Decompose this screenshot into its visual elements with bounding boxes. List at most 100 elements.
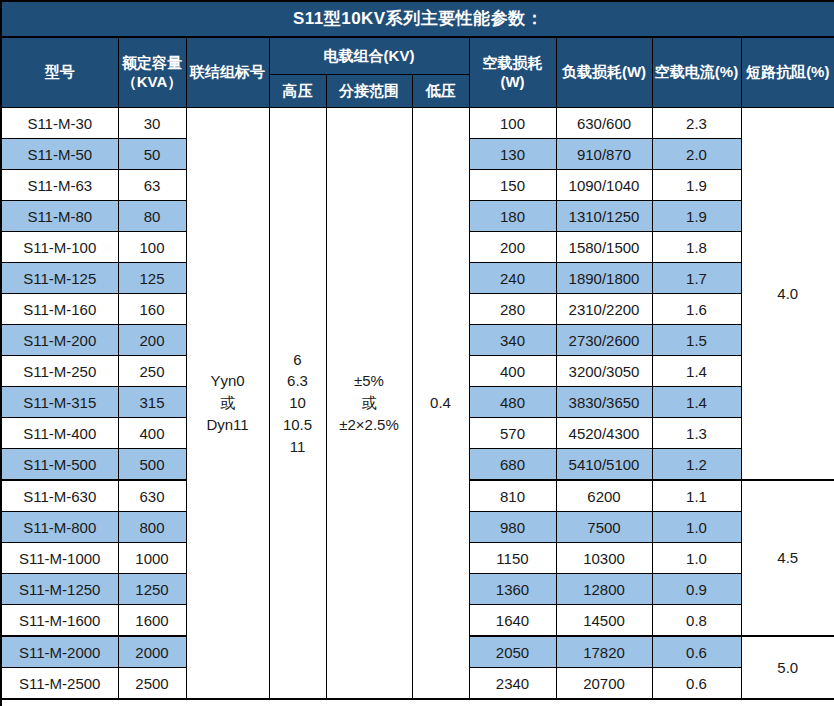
load-loss-cell: 6200 bbox=[556, 480, 652, 512]
capacity-cell: 2000 bbox=[118, 636, 186, 668]
model-cell: S11-M-315 bbox=[1, 387, 118, 418]
table-header: S11型10KV系列主要性能参数： 型号 额定容量 （KVA） 联结组标号 电载… bbox=[1, 1, 834, 108]
no-load-loss-cell: 200 bbox=[469, 232, 556, 263]
no-load-current-cell: 1.0 bbox=[652, 512, 741, 543]
load-loss-cell: 10300 bbox=[556, 543, 652, 574]
table-body: S11-M-3030Yyn0 或 Dyn116 6.3 10 10.5 11±5… bbox=[1, 108, 834, 700]
connection-group-cell: Yyn0 或 Dyn11 bbox=[186, 108, 269, 700]
load-loss-cell: 1090/1040 bbox=[556, 170, 652, 201]
no-load-loss-cell: 480 bbox=[469, 387, 556, 418]
model-cell: S11-M-2000 bbox=[1, 636, 118, 668]
model-cell: S11-M-400 bbox=[1, 418, 118, 449]
model-cell: S11-M-250 bbox=[1, 356, 118, 387]
no-load-loss-cell: 400 bbox=[469, 356, 556, 387]
capacity-cell: 630 bbox=[118, 480, 186, 512]
table-footer: 注：因产品不断改进，本样本提供的数据仅供参考；若需取得最新参数，请及时与本公司联… bbox=[1, 699, 834, 706]
model-cell: S11-M-63 bbox=[1, 170, 118, 201]
capacity-cell: 400 bbox=[118, 418, 186, 449]
model-cell: S11-M-160 bbox=[1, 294, 118, 325]
load-loss-cell: 3200/3050 bbox=[556, 356, 652, 387]
capacity-cell: 2500 bbox=[118, 668, 186, 700]
title-row: S11型10KV系列主要性能参数： bbox=[1, 1, 834, 37]
no-load-current-cell: 1.4 bbox=[652, 387, 741, 418]
no-load-current-cell: 1.5 bbox=[652, 325, 741, 356]
model-cell: S11-M-1600 bbox=[1, 605, 118, 637]
capacity-cell: 1000 bbox=[118, 543, 186, 574]
model-cell: S11-M-100 bbox=[1, 232, 118, 263]
no-load-loss-cell: 810 bbox=[469, 480, 556, 512]
page-title: S11型10KV系列主要性能参数： bbox=[1, 1, 834, 37]
model-cell: S11-M-1000 bbox=[1, 543, 118, 574]
load-loss-cell: 17820 bbox=[556, 636, 652, 668]
high-voltage-cell: 6 6.3 10 10.5 11 bbox=[269, 108, 326, 700]
capacity-cell: 800 bbox=[118, 512, 186, 543]
no-load-loss-cell: 240 bbox=[469, 263, 556, 294]
no-load-current-cell: 1.3 bbox=[652, 418, 741, 449]
no-load-current-cell: 2.3 bbox=[652, 108, 741, 139]
column-header-low-voltage: 低压 bbox=[412, 75, 469, 108]
no-load-loss-cell: 570 bbox=[469, 418, 556, 449]
model-cell: S11-M-80 bbox=[1, 201, 118, 232]
capacity-cell: 315 bbox=[118, 387, 186, 418]
model-cell: S11-M-800 bbox=[1, 512, 118, 543]
load-loss-cell: 1310/1250 bbox=[556, 201, 652, 232]
load-loss-cell: 4520/4300 bbox=[556, 418, 652, 449]
capacity-cell: 1600 bbox=[118, 605, 186, 637]
no-load-current-cell: 0.6 bbox=[652, 668, 741, 700]
no-load-loss-cell: 980 bbox=[469, 512, 556, 543]
column-header-capacity: 额定容量 （KVA） bbox=[118, 37, 186, 108]
capacity-cell: 200 bbox=[118, 325, 186, 356]
no-load-current-cell: 1.0 bbox=[652, 543, 741, 574]
impedance-cell: 5.0 bbox=[741, 636, 834, 699]
capacity-cell: 500 bbox=[118, 449, 186, 481]
load-loss-cell: 14500 bbox=[556, 605, 652, 637]
model-cell: S11-M-500 bbox=[1, 449, 118, 481]
load-loss-cell: 12800 bbox=[556, 574, 652, 605]
no-load-loss-cell: 130 bbox=[469, 139, 556, 170]
no-load-current-cell: 2.0 bbox=[652, 139, 741, 170]
model-cell: S11-M-50 bbox=[1, 139, 118, 170]
no-load-loss-cell: 2050 bbox=[469, 636, 556, 668]
no-load-current-cell: 1.1 bbox=[652, 480, 741, 512]
no-load-loss-cell: 150 bbox=[469, 170, 556, 201]
column-header-load-loss: 负载损耗(W) bbox=[556, 37, 652, 108]
column-header-voltage-combination: 电载组合(KV) bbox=[269, 37, 469, 75]
load-loss-cell: 910/870 bbox=[556, 139, 652, 170]
no-load-loss-cell: 180 bbox=[469, 201, 556, 232]
no-load-current-cell: 1.4 bbox=[652, 356, 741, 387]
model-cell: S11-M-200 bbox=[1, 325, 118, 356]
model-cell: S11-M-630 bbox=[1, 480, 118, 512]
tap-range-cell: ±5% 或 ±2×2.5% bbox=[326, 108, 412, 700]
column-header-tap-range: 分接范围 bbox=[326, 75, 412, 108]
model-cell: S11-M-1250 bbox=[1, 574, 118, 605]
load-loss-cell: 7500 bbox=[556, 512, 652, 543]
load-loss-cell: 20700 bbox=[556, 668, 652, 700]
no-load-loss-cell: 100 bbox=[469, 108, 556, 139]
no-load-loss-cell: 340 bbox=[469, 325, 556, 356]
load-loss-cell: 5410/5100 bbox=[556, 449, 652, 481]
no-load-loss-cell: 680 bbox=[469, 449, 556, 481]
column-header-connection-group: 联结组标号 bbox=[186, 37, 269, 108]
no-load-current-cell: 1.6 bbox=[652, 294, 741, 325]
model-cell: S11-M-30 bbox=[1, 108, 118, 139]
no-load-current-cell: 1.9 bbox=[652, 170, 741, 201]
load-loss-cell: 1890/1800 bbox=[556, 263, 652, 294]
no-load-loss-cell: 1150 bbox=[469, 543, 556, 574]
no-load-current-cell: 1.2 bbox=[652, 449, 741, 481]
impedance-cell: 4.5 bbox=[741, 480, 834, 636]
no-load-current-cell: 1.7 bbox=[652, 263, 741, 294]
footnote: 注：因产品不断改进，本样本提供的数据仅供参考；若需取得最新参数，请及时与本公司联… bbox=[1, 699, 834, 706]
no-load-current-cell: 0.8 bbox=[652, 605, 741, 637]
load-loss-cell: 2310/2200 bbox=[556, 294, 652, 325]
capacity-cell: 100 bbox=[118, 232, 186, 263]
model-cell: S11-M-2500 bbox=[1, 668, 118, 700]
no-load-loss-cell: 280 bbox=[469, 294, 556, 325]
capacity-cell: 250 bbox=[118, 356, 186, 387]
no-load-current-cell: 1.8 bbox=[652, 232, 741, 263]
header-row-1: 型号 额定容量 （KVA） 联结组标号 电载组合(KV) 空载损耗(W) 负载损… bbox=[1, 37, 834, 75]
capacity-cell: 80 bbox=[118, 201, 186, 232]
column-header-no-load-loss: 空载损耗(W) bbox=[469, 37, 556, 108]
no-load-loss-cell: 1640 bbox=[469, 605, 556, 637]
no-load-loss-cell: 2340 bbox=[469, 668, 556, 700]
column-header-impedance: 短路抗阻(%) bbox=[741, 37, 834, 108]
